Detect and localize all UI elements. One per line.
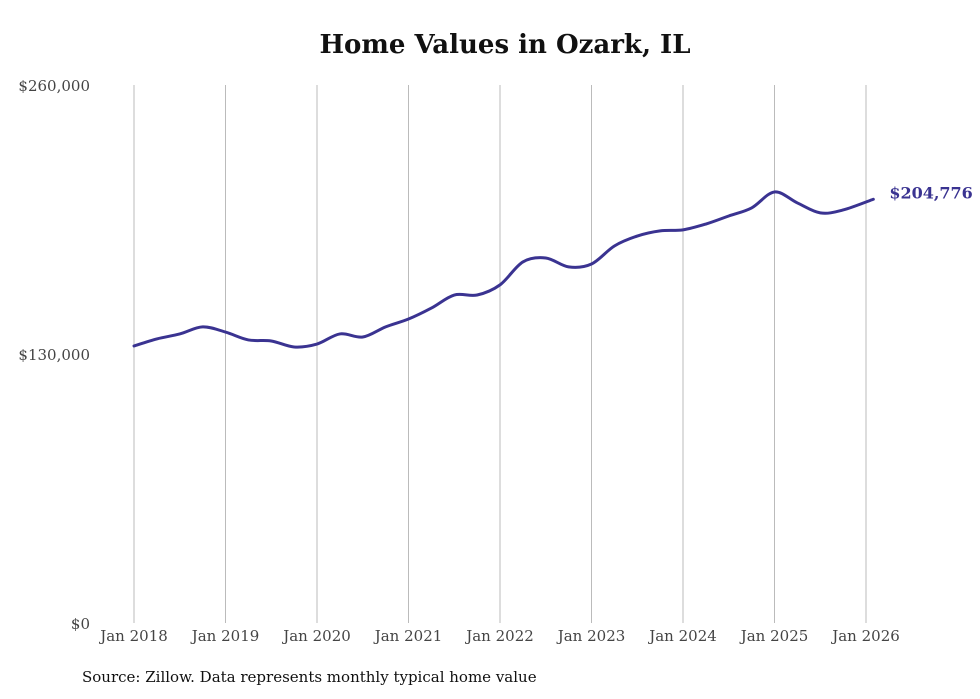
y-tick-label: $260,000 [18,77,90,95]
x-tick-label: Jan 2025 [739,627,809,645]
x-tick-label: Jan 2024 [647,627,717,645]
x-tick-label: Jan 2018 [98,627,168,645]
x-tick-label: Jan 2023 [556,627,626,645]
x-tick-label: Jan 2022 [464,627,534,645]
x-tick-label: Jan 2026 [830,627,900,645]
end-value-label: $204,776 [889,183,973,202]
source-note: Source: Zillow. Data represents monthly … [82,668,537,686]
y-tick-label: $0 [71,615,90,633]
x-tick-label: Jan 2019 [190,627,260,645]
x-tick-label: Jan 2021 [373,627,443,645]
y-tick-label: $130,000 [18,346,90,364]
series-line [132,190,875,349]
x-tick-label: Jan 2020 [281,627,351,645]
chart-title: Home Values in Ozark, IL [319,30,691,60]
